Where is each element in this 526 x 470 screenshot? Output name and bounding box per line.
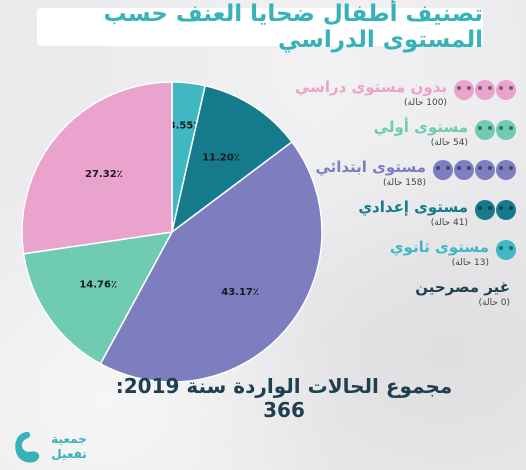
pie-slice	[99, 140, 323, 383]
child-face-icon	[496, 240, 516, 260]
child-face-icon	[496, 120, 516, 140]
legend-icons	[475, 120, 516, 142]
child-face-icon	[454, 160, 474, 180]
chart-title: تصنيف أطفال ضحايا العنف حسب المستوى الدر…	[103, 1, 483, 53]
legend-icons	[454, 80, 516, 102]
legend-item: غير مصرحين (0 حالة)	[276, 278, 516, 314]
slice-label: 14.76٪	[79, 280, 117, 291]
child-face-icon	[475, 80, 495, 100]
legend-item: بدون مستوى دراسي (100 حالة)	[276, 78, 516, 114]
legend-item: مستوى ثانوي (13 حالة)	[276, 238, 516, 274]
logo: جمعية تفعيل	[8, 428, 118, 468]
child-face-icon	[475, 120, 495, 140]
child-face-icon	[475, 160, 495, 180]
child-face-icon	[496, 200, 516, 220]
legend-count: (100 حالة)	[404, 98, 447, 108]
logo-line-2: تفعيل	[51, 447, 87, 461]
legend-label: غير مصرحين	[415, 278, 510, 296]
legend-count: (54 حالة)	[430, 138, 468, 148]
slice-label: 43.17٪	[221, 287, 259, 298]
legend-count: (158 حالة)	[383, 178, 426, 188]
legend-item: مستوى ابتدائي (158 حالة)	[276, 158, 516, 194]
legend-item: مستوى إعدادي (41 حالة)	[276, 198, 516, 234]
legend-label: بدون مستوى دراسي	[294, 78, 447, 96]
pie-slice	[22, 231, 174, 365]
child-face-icon	[433, 160, 453, 180]
logo-text: جمعية تفعيل	[46, 432, 92, 462]
legend-label: مستوى أولي	[373, 118, 468, 136]
slice-label: 3.55٪	[169, 121, 200, 132]
legend-item: مستوى أولي (54 حالة)	[276, 118, 516, 154]
child-face-icon	[496, 160, 516, 180]
legend-count: (41 حالة)	[430, 218, 468, 228]
child-face-icon	[496, 80, 516, 100]
logo-mark-icon	[15, 431, 40, 463]
legend-icons	[475, 200, 516, 222]
legend-icons	[433, 160, 516, 182]
total-cases: مجموع الحالات الواردة سنة 2019: 366	[115, 374, 453, 422]
slice-label: 11.20٪	[202, 152, 240, 163]
logo-line-1: جمعية	[51, 432, 87, 446]
legend-label: مستوى ثانوي	[389, 238, 489, 256]
child-face-icon	[454, 80, 474, 100]
legend-label: مستوى إعدادي	[358, 198, 468, 216]
legend-count: (13 حالة)	[451, 258, 489, 268]
pie-slice	[170, 84, 294, 234]
chart-title-box: تصنيف أطفال ضحايا العنف حسب المستوى الدر…	[37, 1, 483, 53]
slice-label: 27.32٪	[85, 169, 123, 180]
legend-count: (0 حالة)	[478, 298, 511, 308]
legend-label: مستوى ابتدائي	[315, 158, 426, 176]
child-face-icon	[475, 200, 495, 220]
legend-icons	[496, 240, 516, 262]
pie-slice	[21, 81, 173, 255]
